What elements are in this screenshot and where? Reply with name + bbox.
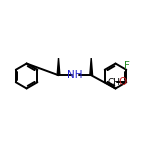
Polygon shape (57, 58, 60, 75)
Polygon shape (90, 58, 93, 75)
Text: F: F (124, 60, 130, 71)
Text: O: O (119, 77, 127, 87)
Text: NH: NH (67, 70, 83, 80)
Text: CH₃: CH₃ (107, 78, 124, 87)
